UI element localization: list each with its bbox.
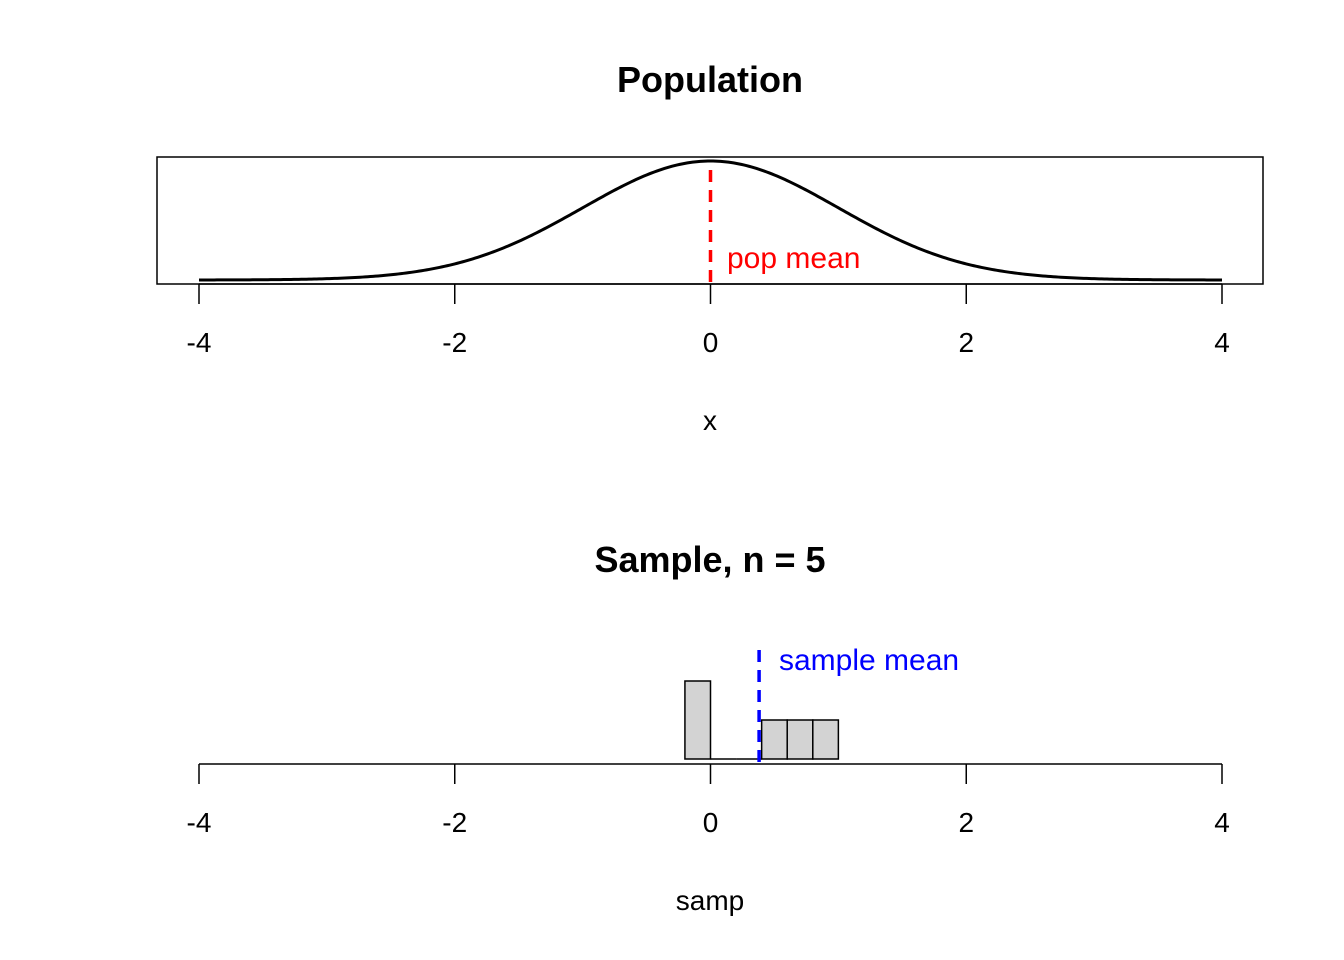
histogram-bar: [684, 680, 712, 760]
population-tick-label: 0: [703, 327, 719, 358]
sample-tick-label: 4: [1214, 807, 1230, 838]
sample-tick-label: 0: [703, 807, 719, 838]
population-panel: Population pop mean -4 -2 0 2 4 x: [156, 59, 1264, 436]
population-tick-label: 2: [958, 327, 974, 358]
sample-title: Sample, n = 5: [594, 539, 825, 580]
histogram-bar: [786, 719, 814, 760]
population-tick-label: 4: [1214, 327, 1230, 358]
sample-tick-label: 2: [958, 807, 974, 838]
population-density-curve: [199, 159, 1222, 282]
sample-tick-label: -2: [442, 807, 467, 838]
sample-tick-label: -4: [187, 807, 212, 838]
sample-x-axis: -4 -2 0 2 4: [187, 763, 1230, 838]
pop-mean-label: pop mean: [727, 242, 860, 275]
sample-panel: Sample, n = 5 sample mean -4 -2 0 2 4 samp: [187, 539, 1230, 916]
population-tick-label: -4: [187, 327, 212, 358]
population-title: Population: [617, 59, 803, 100]
sample-histogram: [684, 680, 840, 760]
population-x-axis: -4 -2 0 2 4: [187, 283, 1230, 358]
population-tick-label: -2: [442, 327, 467, 358]
histogram-bar: [812, 719, 840, 760]
sample-x-label: samp: [676, 885, 744, 916]
population-x-label: x: [703, 405, 717, 436]
histogram-bar: [760, 719, 788, 760]
sample-mean-label: sample mean: [779, 644, 959, 677]
